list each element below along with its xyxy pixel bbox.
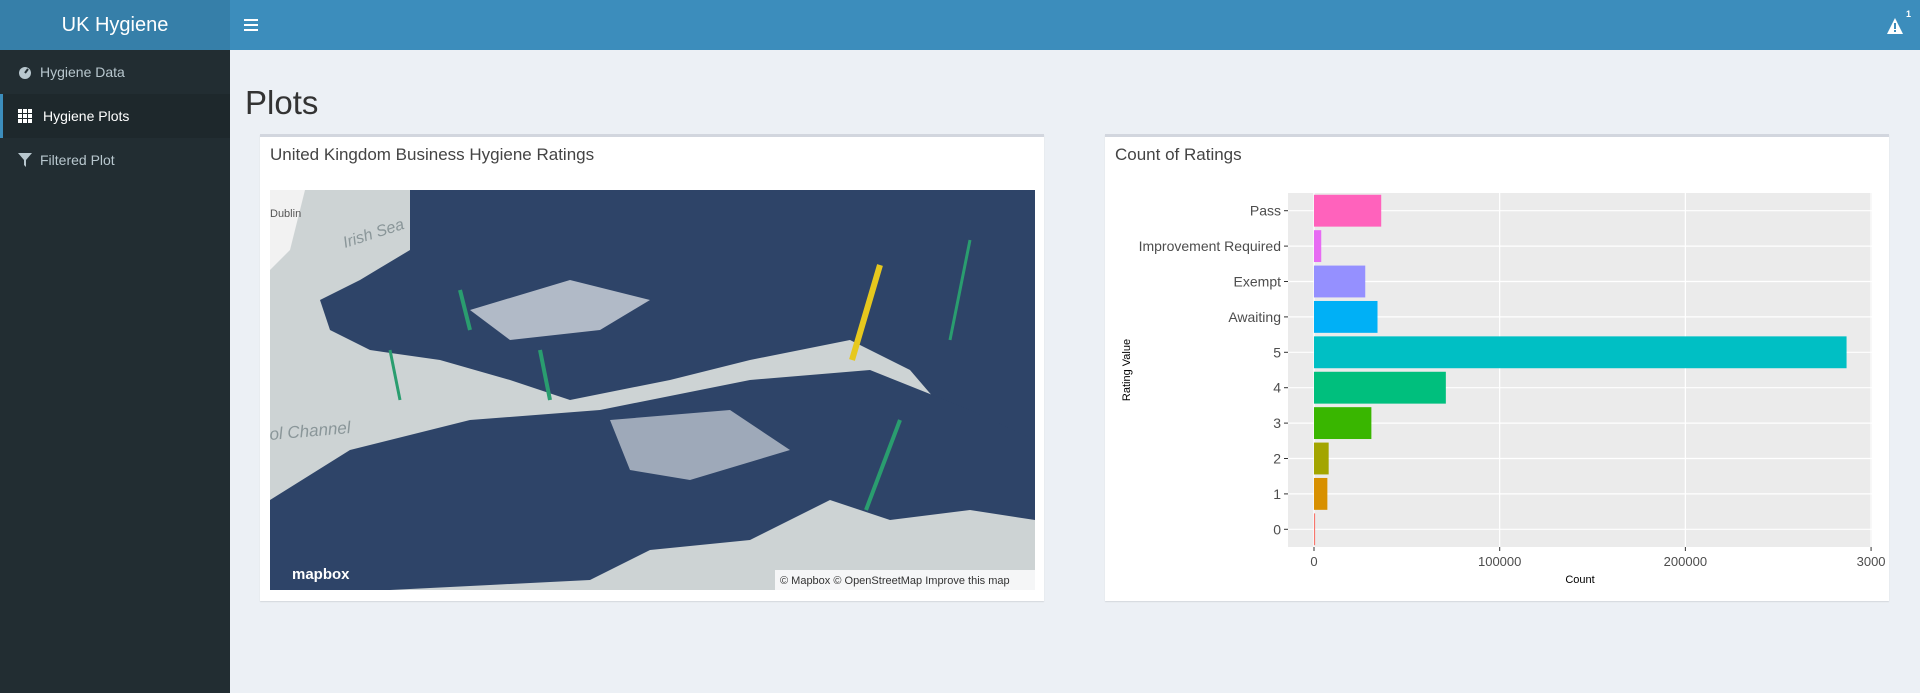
bar bbox=[1313, 442, 1329, 475]
y-tick-label: 3 bbox=[1273, 415, 1281, 431]
icon bbox=[19, 67, 31, 79]
menu-toggle[interactable] bbox=[244, 18, 258, 32]
bar bbox=[1313, 513, 1316, 546]
bar bbox=[1313, 230, 1322, 263]
y-tick-label: Awaiting bbox=[1228, 309, 1281, 325]
nav-item[interactable]: Hygiene Data bbox=[0, 50, 230, 94]
x-tick-label: 0 bbox=[1310, 554, 1317, 569]
map-box: United Kingdom Business Hygiene Ratings … bbox=[260, 134, 1044, 601]
y-tick-label: Pass bbox=[1250, 203, 1281, 219]
x-tick-label: 100000 bbox=[1478, 554, 1521, 569]
icon bbox=[18, 153, 32, 167]
bar bbox=[1313, 265, 1366, 298]
plot-panel bbox=[1288, 193, 1872, 547]
y-tick-label: Improvement Required bbox=[1139, 238, 1281, 254]
app-title[interactable]: UK Hygiene bbox=[0, 0, 230, 50]
x-tick-label: 200000 bbox=[1664, 554, 1707, 569]
y-tick-label: 5 bbox=[1273, 344, 1281, 360]
nav-item[interactable]: Filtered Plot bbox=[0, 138, 230, 182]
icon bbox=[18, 109, 32, 123]
y-tick-label: 4 bbox=[1273, 380, 1281, 396]
sidebar: Hygiene Data Hygiene Plots Filtered Plot bbox=[0, 50, 230, 693]
chart-box: Count of Ratings 0 100000 200000 3000 0 1 2 3 4 5… bbox=[1105, 134, 1889, 601]
x-axis-title: Count bbox=[1565, 574, 1594, 586]
bar bbox=[1313, 407, 1372, 440]
notifications[interactable]: 1 bbox=[1884, 10, 1912, 38]
y-axis-title: Rating Value bbox=[1121, 339, 1133, 401]
y-tick-label: 2 bbox=[1273, 451, 1281, 467]
map[interactable]: Dublin Irish Sea ol Channel mapbox © Map… bbox=[270, 190, 1035, 590]
header: UK Hygiene 1 bbox=[0, 0, 1920, 50]
box-title: United Kingdom Business Hygiene Ratings bbox=[270, 145, 595, 164]
map-attribution[interactable]: © Mapbox © OpenStreetMap Improve this ma… bbox=[780, 575, 1010, 587]
notification-badge: 1 bbox=[1906, 10, 1911, 19]
bar bbox=[1313, 300, 1378, 333]
nav-label: Hygiene Plots bbox=[43, 108, 130, 124]
box-title: Count of Ratings bbox=[1115, 145, 1242, 164]
map-logo: mapbox bbox=[292, 566, 350, 583]
bar bbox=[1313, 477, 1328, 510]
map-label: Dublin bbox=[270, 208, 301, 220]
bar bbox=[1313, 194, 1382, 227]
y-tick-label: 0 bbox=[1273, 521, 1281, 537]
y-tick-label: 1 bbox=[1273, 486, 1281, 502]
x-tick-label: 3000 bbox=[1857, 554, 1886, 569]
page-title: Plots bbox=[245, 84, 319, 121]
bar bbox=[1313, 336, 1847, 369]
nav-label: Filtered Plot bbox=[40, 152, 115, 168]
bar bbox=[1313, 371, 1446, 404]
y-tick-label: Exempt bbox=[1234, 274, 1282, 290]
nav-item[interactable]: Hygiene Plots bbox=[0, 94, 230, 138]
bar-chart: 0 100000 200000 3000 0 1 2 3 4 5 Awaiting Exempt Imp… bbox=[1121, 193, 1886, 586]
nav-label: Hygiene Data bbox=[40, 64, 125, 80]
